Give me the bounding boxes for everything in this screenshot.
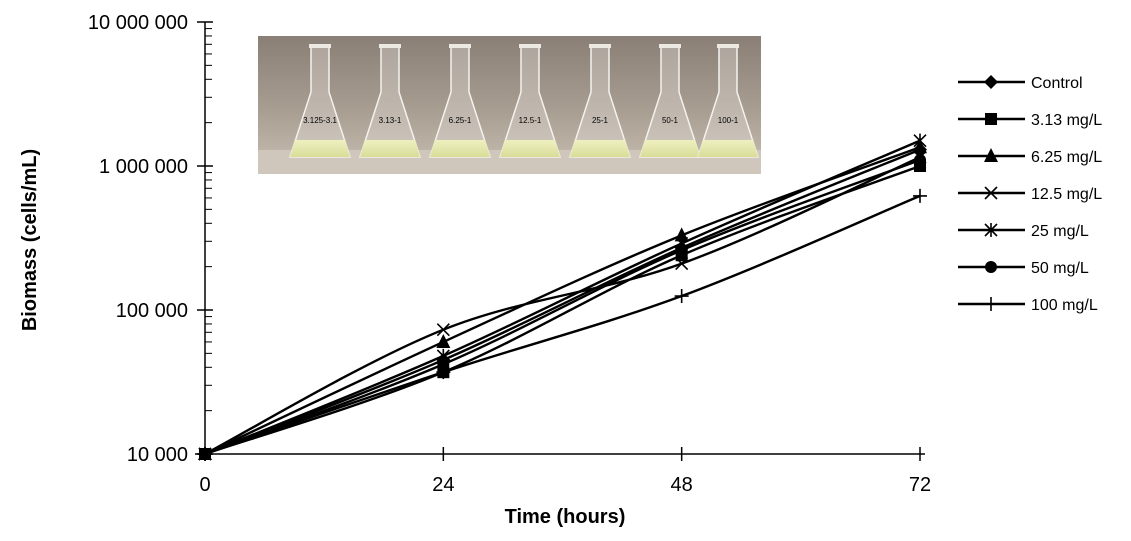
- legend-marker: [984, 75, 998, 89]
- data-point: [436, 323, 450, 337]
- flask-rim: [519, 44, 541, 48]
- legend-label: 100 mg/L: [1031, 297, 1098, 314]
- data-point: [913, 188, 927, 203]
- legend-item: 50 mg/L: [958, 260, 1089, 277]
- flask-rim: [717, 44, 739, 48]
- legend-item: 3.13 mg/L: [958, 112, 1102, 129]
- flask-liquid: [698, 140, 758, 157]
- x-tick-label: 24: [432, 474, 454, 496]
- data-point: [437, 358, 450, 371]
- legend-label: 6.25 mg/L: [1031, 149, 1102, 166]
- flask: 100-1: [696, 44, 760, 158]
- flask-label: 100-1: [718, 116, 739, 125]
- flask-label: 50-1: [662, 116, 679, 125]
- series-line: [204, 139, 921, 456]
- data-point: [675, 244, 688, 257]
- data-point: [198, 447, 212, 461]
- flask-rim: [659, 44, 681, 48]
- x-axis-title: Time (hours): [505, 506, 626, 528]
- legend-label: 25 mg/L: [1031, 223, 1089, 240]
- legend-label: 12.5 mg/L: [1031, 186, 1102, 203]
- data-point: [675, 257, 689, 271]
- series-line: [204, 156, 921, 456]
- legend-item: 6.25 mg/L: [958, 148, 1102, 166]
- flask-rim: [589, 44, 611, 48]
- flask: 12.5-1: [498, 44, 562, 158]
- legend-marker: [984, 186, 998, 200]
- y-tick-label: 10 000: [127, 444, 188, 466]
- legend-marker: [984, 297, 998, 311]
- flask-liquid: [570, 140, 630, 157]
- flask-rim: [449, 44, 471, 48]
- flask-label: 25-1: [592, 116, 609, 125]
- legend-item: 100 mg/L: [958, 297, 1098, 314]
- legend-marker: [985, 261, 997, 273]
- data-point: [436, 365, 451, 380]
- y-tick-label: 100 000: [116, 300, 188, 322]
- data-point: [674, 289, 689, 304]
- x-tick-label: 72: [909, 474, 931, 496]
- legend-marker: [984, 223, 998, 237]
- series-line: [204, 164, 921, 456]
- flask-liquid: [430, 140, 490, 157]
- y-axis-title: Biomass (cells/mL): [19, 149, 41, 331]
- flask-label: 6.25-1: [449, 116, 472, 125]
- flask-rim: [379, 44, 401, 48]
- legend-item: 25 mg/L: [958, 223, 1089, 240]
- legend-marker: [985, 113, 997, 125]
- flask-label: 3.125-3.1: [303, 116, 337, 125]
- data-point: [436, 333, 451, 348]
- y-axis-ticks: 10 000 100 000 1 000 000 10 000 000: [88, 12, 213, 466]
- legend-label: 50 mg/L: [1031, 260, 1089, 277]
- flask-group: 3.125-3.1 3.13-1 6.25-1 12.5-1 25-1 50-1 100-1: [288, 44, 760, 158]
- series-6: [198, 188, 927, 461]
- flask-label: 3.13-1: [379, 116, 402, 125]
- flask-photo: 3.125-3.1 3.13-1 6.25-1 12.5-1 25-1 50-1 100-1: [258, 36, 761, 174]
- flask: 25-1: [568, 44, 632, 158]
- flask: 3.13-1: [358, 44, 422, 158]
- x-axis-ticks: 0 24 48 72: [199, 447, 931, 496]
- legend-item: Control: [958, 75, 1083, 92]
- series-line: [204, 158, 921, 456]
- flask-liquid: [500, 140, 560, 157]
- series-5: [199, 154, 926, 460]
- legend-label: 3.13 mg/L: [1031, 112, 1102, 129]
- x-tick-label: 0: [199, 474, 210, 496]
- flask: 3.125-3.1: [288, 44, 352, 158]
- y-tick-label: 10 000 000: [88, 12, 188, 34]
- legend: Control 3.13 mg/L 6.25 mg/L 12.5 mg/L 25 mg/…: [958, 75, 1102, 314]
- flask-liquid: [640, 140, 700, 157]
- flask-liquid: [360, 140, 420, 157]
- series-line: [204, 148, 921, 456]
- legend-item: 12.5 mg/L: [958, 186, 1102, 203]
- data-point: [913, 133, 927, 148]
- series-line: [204, 194, 921, 456]
- series-4: [198, 133, 927, 461]
- flask: 6.25-1: [428, 44, 492, 158]
- y-tick-label: 1 000 000: [99, 156, 188, 178]
- x-tick-label: 48: [671, 474, 693, 496]
- flask: 50-1: [638, 44, 702, 158]
- flask-label: 12.5-1: [519, 116, 542, 125]
- data-point: [674, 227, 689, 242]
- legend-label: Control: [1031, 75, 1083, 92]
- flask-liquid: [290, 140, 350, 157]
- flask-rim: [309, 44, 331, 48]
- series-layer: [198, 133, 927, 461]
- legend-marker: [984, 148, 998, 162]
- data-point: [914, 154, 926, 167]
